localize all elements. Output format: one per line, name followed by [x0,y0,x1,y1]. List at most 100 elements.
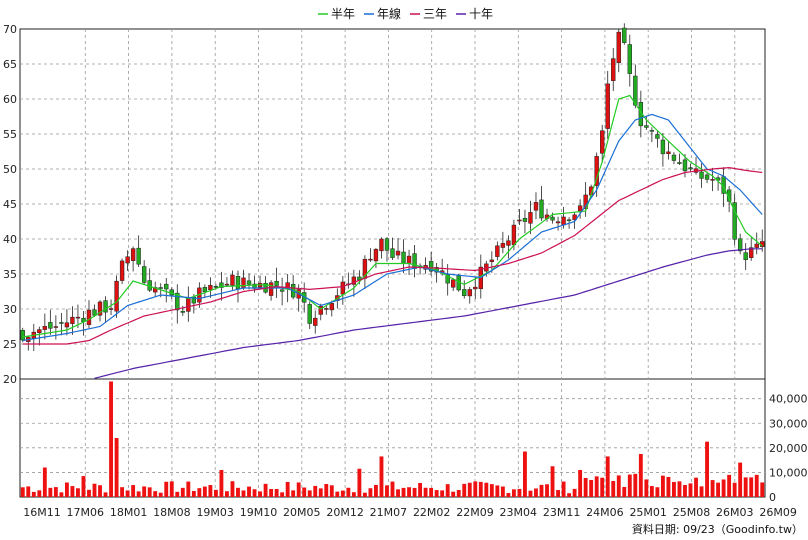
volume-tick-label: 40,000 [769,393,808,406]
candle-body [572,214,577,221]
candle-body [412,253,417,269]
volume-bar [550,466,555,497]
candle-body [622,27,627,43]
volume-bar [451,491,456,497]
volume-bar [335,491,340,497]
volume-bar [594,476,599,497]
volume-bar [500,486,505,497]
volume-bar [456,489,461,497]
volume-bar [478,481,483,497]
x-tick-label: 23M04 [500,506,538,519]
x-tick-label: 18M08 [153,506,191,519]
candle-body [699,171,704,179]
candle-body [732,202,737,240]
volume-bar [627,474,632,497]
candle-body [506,240,511,246]
candle-body [274,280,279,286]
x-tick-label: 23M11 [543,506,581,519]
volume-bar [633,473,638,497]
volume-bar [374,484,378,497]
volume-bar [307,490,312,497]
volume-bar [180,487,185,497]
volume-bar [53,487,58,497]
candle-body [224,283,230,286]
candle-body [213,286,219,288]
volume-bar [213,489,218,497]
volume-bar [511,489,516,497]
x-tick-label: 17M06 [67,506,105,519]
volume-panel-frame [19,378,766,498]
ma-year-line [22,113,763,342]
price-tick-label: 50 [3,163,17,176]
x-tick-label: 19M10 [240,506,278,519]
candle-body [136,247,141,265]
volume-bar [346,487,351,497]
volume-bar [70,486,75,497]
volume-bar [423,487,428,497]
candle-body [451,279,456,288]
volume-bar [401,487,406,497]
legend: 半年 年線 三年 十年 [318,6,493,21]
volume-bar [274,489,279,497]
price-tick-label: 35 [3,268,17,281]
candle-body [671,154,677,161]
volume-bar [236,487,240,497]
candle-body [704,174,710,180]
candle-body [279,289,285,292]
price-tick-label: 60 [3,93,17,106]
candlesticks [20,23,765,352]
volume-bar [20,487,25,497]
volume-bar [616,475,621,497]
volume-bar [489,484,494,497]
volume-bar [191,490,196,497]
candle-body [583,194,588,209]
x-tick-label: 22M09 [456,506,494,519]
volume-bar [429,487,434,497]
price-tick-label: 70 [3,23,17,36]
volume-bar [313,485,318,497]
candle-body [208,285,213,291]
data-date-credit: 資料日期: 09/23（Goodinfo.tw） [632,522,803,536]
volume-bar [92,483,97,497]
candle-body [313,317,318,326]
x-tick-label: 25M08 [673,506,711,519]
candle-body [395,250,401,256]
volume-bar [296,482,301,497]
candle-body [125,256,130,264]
candle-body [307,304,312,324]
candle-body [445,274,450,284]
volume-bar [506,493,511,497]
candle-body [175,292,180,311]
volume-bar [158,492,163,497]
candle-body [329,303,334,311]
volume-bar [467,482,472,497]
candle-body [48,322,53,329]
volume-bar [98,485,102,497]
candle-body [59,322,64,324]
ma-ten-year-line [94,248,763,379]
volume-bar [252,489,257,497]
legend-label-1: 年線 [377,6,401,21]
volume-bar [208,485,213,497]
candle-body [241,277,246,289]
candle-body [710,179,715,181]
volume-bar [329,485,334,497]
candle-body [406,255,412,265]
volume-bar [263,483,268,497]
volume-bar [760,482,765,497]
candle-body [644,125,649,128]
x-axis-ticks: 16M11 17M06 18M01 18M08 19M03 19M10 20M05 20M12… [23,506,797,519]
candle-body [649,130,655,132]
volume-bar [186,481,191,497]
volume-bar [561,481,566,497]
volume-bar [219,469,224,497]
candle-body [539,199,544,219]
candle-body [627,44,632,74]
candle-body [605,83,610,129]
volume-bar [103,492,108,497]
volume-bar [440,490,445,497]
volume-bar [528,490,533,497]
volume-bar [727,474,732,497]
candle-body [373,249,379,262]
price-tick-label: 30 [3,303,17,316]
